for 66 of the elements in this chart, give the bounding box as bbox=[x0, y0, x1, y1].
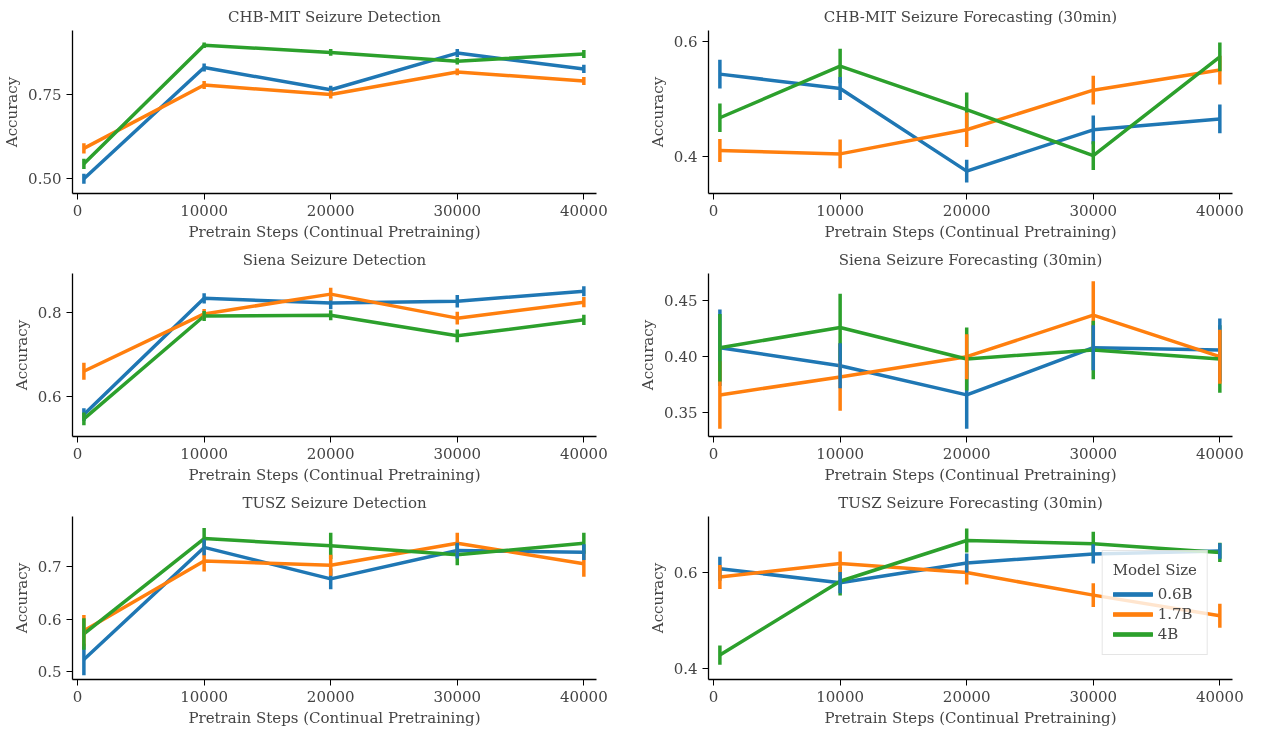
chart-title: TUSZ Seizure Detection bbox=[242, 493, 427, 512]
y-axis-title: Accuracy bbox=[12, 562, 31, 635]
y-tick-label: 0.35 bbox=[664, 404, 698, 423]
x-tick-label: 30000 bbox=[1069, 687, 1118, 706]
y-tick-label: 0.7 bbox=[37, 558, 62, 577]
chart-title: Siena Seizure Forecasting (30min) bbox=[838, 250, 1103, 269]
x-tick-label: 20000 bbox=[942, 444, 991, 463]
x-axis-title: Pretrain Steps (Continual Pretraining) bbox=[188, 465, 481, 484]
x-tick-label: 0 bbox=[72, 687, 83, 706]
x-tick-label: 30000 bbox=[433, 444, 482, 463]
x-axis-title: Pretrain Steps (Continual Pretraining) bbox=[824, 465, 1117, 484]
x-tick-label: 30000 bbox=[433, 201, 482, 220]
x-tick-label: 20000 bbox=[306, 687, 355, 706]
y-tick-label: 0.6 bbox=[673, 564, 698, 583]
x-tick-label: 30000 bbox=[1069, 444, 1118, 463]
x-tick-label: 40000 bbox=[1195, 201, 1244, 220]
y-tick-label: 0.4 bbox=[673, 659, 698, 678]
x-tick-label: 10000 bbox=[816, 444, 864, 463]
y-tick-label: 0.8 bbox=[37, 304, 62, 323]
x-tick-label: 20000 bbox=[942, 201, 991, 220]
x-tick-label: 0 bbox=[708, 201, 719, 220]
x-tick-label: 40000 bbox=[559, 687, 608, 706]
legend-label: 4B bbox=[1157, 625, 1179, 643]
y-axis-title: Accuracy bbox=[648, 562, 667, 635]
x-tick-label: 20000 bbox=[306, 201, 355, 220]
y-tick-label: 0.45 bbox=[664, 291, 698, 310]
y-tick-label: 0.75 bbox=[28, 85, 62, 104]
x-tick-label: 10000 bbox=[816, 201, 864, 220]
x-tick-label: 40000 bbox=[559, 444, 608, 463]
legend-label: 0.6B bbox=[1157, 585, 1193, 603]
x-tick-label: 30000 bbox=[433, 687, 482, 706]
x-tick-label: 10000 bbox=[180, 201, 228, 220]
y-tick-label: 0.6 bbox=[673, 32, 698, 51]
y-axis-title: Accuracy bbox=[3, 76, 22, 149]
y-axis-title: Accuracy bbox=[639, 319, 658, 392]
y-tick-label: 0.6 bbox=[37, 610, 62, 629]
x-axis-title: Pretrain Steps (Continual Pretraining) bbox=[824, 708, 1117, 727]
legend-label: 1.7B bbox=[1157, 605, 1193, 623]
x-tick-label: 20000 bbox=[306, 444, 355, 463]
y-tick-label: 0.4 bbox=[673, 147, 698, 166]
x-tick-label: 10000 bbox=[180, 687, 228, 706]
x-tick-label: 0 bbox=[72, 444, 83, 463]
x-tick-label: 0 bbox=[72, 201, 83, 220]
y-tick-label: 0.50 bbox=[28, 170, 62, 189]
x-axis-title: Pretrain Steps (Continual Pretraining) bbox=[824, 222, 1117, 241]
chart-title: Siena Seizure Detection bbox=[242, 250, 427, 269]
x-tick-label: 40000 bbox=[1195, 444, 1244, 463]
x-axis-title: Pretrain Steps (Continual Pretraining) bbox=[188, 222, 481, 241]
chart-title: TUSZ Seizure Forecasting (30min) bbox=[838, 493, 1103, 512]
x-tick-label: 40000 bbox=[559, 201, 608, 220]
chart-title: CHB-MIT Seizure Forecasting (30min) bbox=[823, 7, 1118, 26]
x-axis-title: Pretrain Steps (Continual Pretraining) bbox=[188, 708, 481, 727]
legend-title: Model Size bbox=[1112, 561, 1197, 579]
y-tick-label: 0.5 bbox=[37, 663, 62, 682]
x-tick-label: 0 bbox=[708, 687, 719, 706]
x-tick-label: 10000 bbox=[816, 687, 864, 706]
x-tick-label: 20000 bbox=[942, 687, 991, 706]
x-tick-label: 30000 bbox=[1069, 201, 1118, 220]
y-tick-label: 0.6 bbox=[37, 388, 62, 407]
chart-title: CHB-MIT Seizure Detection bbox=[227, 7, 442, 26]
x-tick-label: 40000 bbox=[1195, 687, 1244, 706]
y-axis-title: Accuracy bbox=[12, 319, 31, 392]
x-tick-label: 0 bbox=[708, 444, 719, 463]
y-axis-title: Accuracy bbox=[648, 76, 667, 149]
y-tick-label: 0.40 bbox=[664, 348, 698, 367]
x-tick-label: 10000 bbox=[180, 444, 228, 463]
